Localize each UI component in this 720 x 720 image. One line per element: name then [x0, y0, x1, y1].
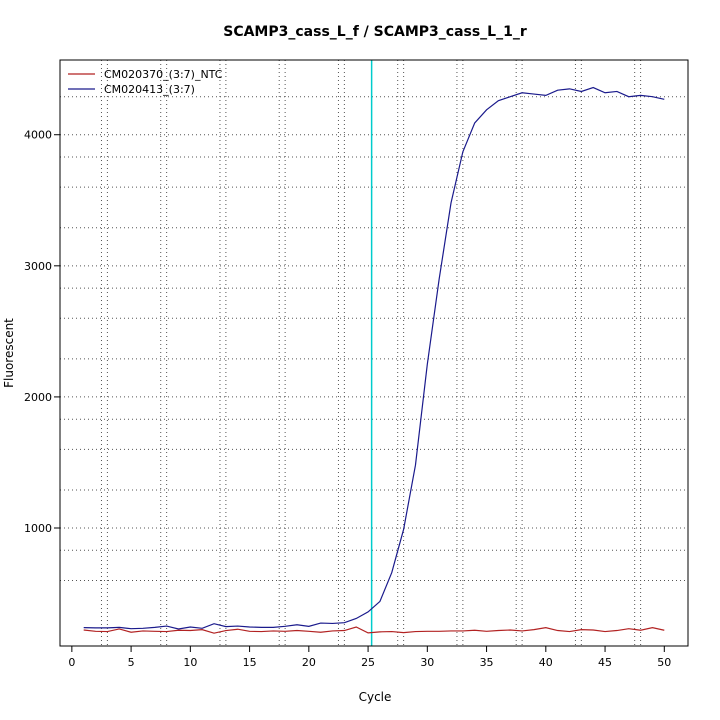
legend: CM020370_(3:7)_NTC CM020413_(3:7)	[68, 68, 223, 96]
x-tick-label: 20	[302, 656, 316, 669]
x-tick-label: 50	[657, 656, 671, 669]
grid-lines	[60, 60, 688, 646]
x-tick-label: 45	[598, 656, 612, 669]
x-tick-label: 30	[420, 656, 434, 669]
series-lines	[83, 86, 665, 634]
chart-title: SCAMP3_cass_L_f / SCAMP3_cass_L_1_r	[223, 24, 527, 40]
y-tick-label: 4000	[24, 129, 52, 142]
plot-frame	[59, 59, 689, 647]
x-tick-label: 0	[68, 656, 75, 669]
x-axis-label: Cycle	[359, 690, 392, 704]
y-tick-label: 1000	[24, 522, 52, 535]
x-axis: 0 5 10 15 20 25 30 35 40 45 50	[68, 645, 671, 669]
legend-label-1: CM020370_(3:7)_NTC	[104, 68, 223, 81]
y-axis: 1000 2000 3000 4000	[24, 129, 61, 535]
series-line-2	[83, 86, 665, 630]
y-tick-label: 3000	[24, 260, 52, 273]
series-line-1	[83, 626, 665, 634]
x-tick-label: 25	[361, 656, 375, 669]
x-tick-label: 5	[128, 656, 135, 669]
x-tick-label: 15	[243, 656, 257, 669]
y-tick-label: 2000	[24, 391, 52, 404]
x-tick-label: 10	[183, 656, 197, 669]
y-axis-label: Fluorescent	[2, 318, 16, 388]
x-tick-label: 40	[539, 656, 553, 669]
x-tick-label: 35	[480, 656, 494, 669]
legend-label-2: CM020413_(3:7)	[104, 83, 195, 96]
